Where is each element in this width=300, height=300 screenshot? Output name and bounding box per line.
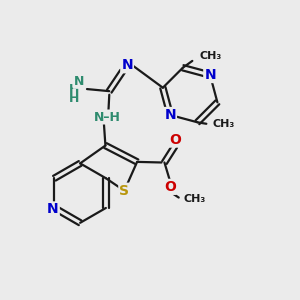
Text: CH₃: CH₃ <box>212 119 235 129</box>
Text: H: H <box>69 92 80 105</box>
Text: O: O <box>169 133 181 147</box>
Text: N–H: N–H <box>94 110 121 124</box>
Text: CH₃: CH₃ <box>199 51 221 61</box>
Text: S: S <box>119 184 129 198</box>
Text: N: N <box>164 108 176 122</box>
Text: H: H <box>69 83 80 96</box>
Text: N: N <box>74 75 84 88</box>
Text: O: O <box>164 180 176 194</box>
Text: N: N <box>204 68 216 82</box>
Text: N: N <box>47 202 59 216</box>
Text: CH₃: CH₃ <box>183 194 206 204</box>
Text: N: N <box>121 58 133 72</box>
